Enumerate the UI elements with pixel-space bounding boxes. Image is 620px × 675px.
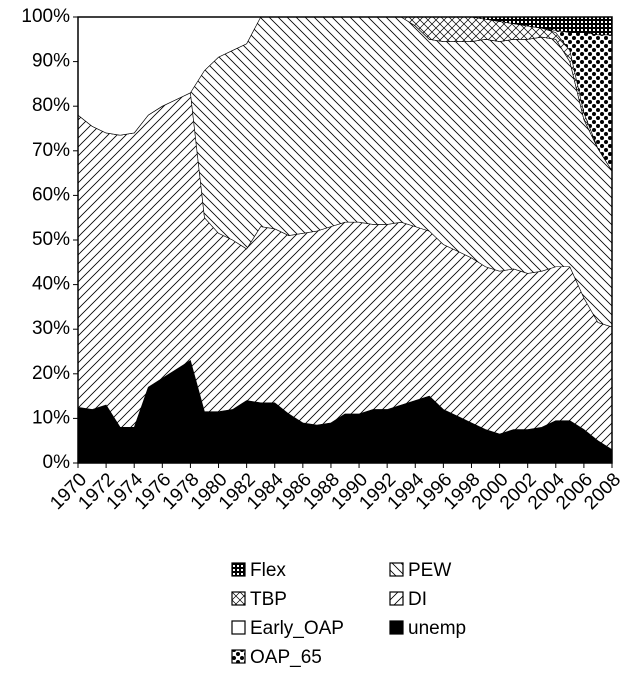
legend-swatch [231, 562, 246, 577]
legend-swatch [389, 562, 404, 577]
y-tick-label: 80% [32, 95, 70, 116]
legend-label: PEW [408, 560, 451, 581]
y-tick-label: 100% [21, 6, 70, 27]
y-tick-label: 90% [32, 51, 70, 72]
y-tick-label: 50% [32, 229, 70, 250]
legend-swatch [231, 591, 246, 606]
y-tick-label: 60% [32, 184, 70, 205]
legend-label: TBP [250, 589, 287, 610]
y-tick-label: 70% [32, 140, 70, 161]
legend-swatch [231, 620, 246, 635]
y-tick-label: 40% [32, 274, 70, 295]
legend-label: DI [408, 589, 427, 610]
y-tick-label: 20% [32, 363, 70, 384]
y-tick-label: 10% [32, 407, 70, 428]
y-tick-label: 0% [43, 452, 71, 473]
legend-label: unemp [408, 618, 466, 639]
legend-label: Early_OAP [250, 618, 344, 639]
y-tick-label: 30% [32, 318, 70, 339]
legend-label: OAP_65 [250, 647, 322, 668]
legend-swatch [389, 591, 404, 606]
legend-swatch [389, 620, 404, 635]
legend-label: Flex [250, 560, 286, 581]
legend-swatch [231, 649, 246, 664]
